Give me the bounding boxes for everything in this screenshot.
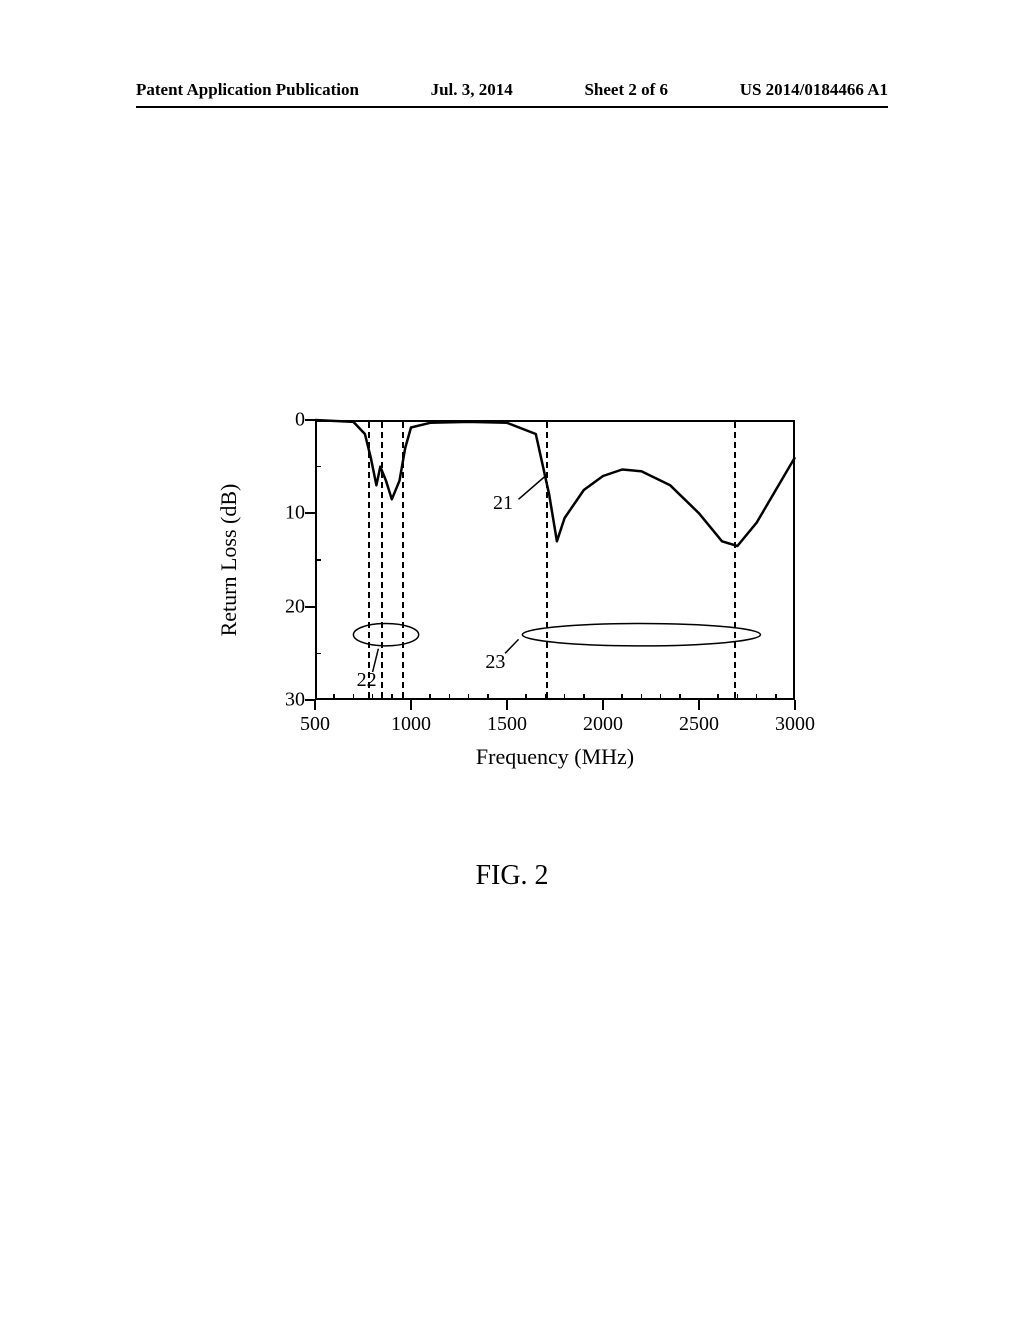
x-tick-minor	[449, 694, 451, 700]
y-tick	[305, 512, 315, 514]
x-axis-label: Frequency (MHz)	[476, 744, 634, 770]
x-tick-label: 1000	[381, 713, 441, 736]
header-date: Jul. 3, 2014	[431, 80, 513, 100]
x-tick	[794, 700, 796, 710]
annotation-band_high: 23	[485, 651, 505, 674]
annotation-band_low: 22	[357, 669, 377, 692]
x-tick	[602, 700, 604, 710]
x-tick-label: 3000	[765, 713, 825, 736]
annotation-curve_label: 21	[493, 492, 513, 515]
x-tick	[314, 700, 316, 710]
x-tick-label: 500	[285, 713, 345, 736]
header-sheet: Sheet 2 of 6	[584, 80, 668, 100]
x-tick-minor	[525, 694, 527, 700]
y-tick	[305, 606, 315, 608]
y-tick-minor	[315, 466, 321, 468]
return-loss-curve	[315, 420, 795, 546]
x-tick-minor	[660, 694, 662, 700]
plot-area: Return Loss (dB) Frequency (MHz) 0102030…	[315, 420, 795, 700]
y-axis-label: Return Loss (dB)	[216, 484, 242, 637]
x-tick-minor	[583, 694, 585, 700]
x-tick-minor	[487, 694, 489, 700]
leader-line	[505, 639, 518, 653]
band-vline	[734, 422, 736, 698]
y-tick-minor	[315, 653, 321, 655]
figure-caption: FIG. 2	[0, 860, 1024, 892]
band-vline	[546, 422, 548, 698]
band-ellipse	[522, 623, 760, 645]
x-tick-minor	[717, 694, 719, 700]
header-right: US 2014/0184466 A1	[740, 80, 888, 100]
page-header: Patent Application Publication Jul. 3, 2…	[0, 80, 1024, 100]
x-tick-minor	[679, 694, 681, 700]
x-tick-minor	[429, 694, 431, 700]
leader-line	[519, 476, 546, 499]
x-tick-minor	[756, 694, 758, 700]
x-tick-minor	[564, 694, 566, 700]
return-loss-chart: Return Loss (dB) Frequency (MHz) 0102030…	[225, 420, 805, 770]
x-tick-minor	[391, 694, 393, 700]
band-vline	[368, 422, 370, 698]
x-tick-minor	[372, 694, 374, 700]
band-ellipse	[353, 623, 418, 645]
x-tick-minor	[641, 694, 643, 700]
x-tick-minor	[775, 694, 777, 700]
header-left: Patent Application Publication	[136, 80, 359, 100]
chart-svg	[315, 420, 795, 700]
y-tick	[305, 419, 315, 421]
header-rule	[136, 106, 888, 108]
y-tick-label: 10	[265, 502, 305, 525]
x-tick-minor	[333, 694, 335, 700]
x-tick	[506, 700, 508, 710]
x-tick-label: 2500	[669, 713, 729, 736]
y-tick-label: 30	[265, 689, 305, 712]
x-tick	[698, 700, 700, 710]
y-tick-label: 0	[265, 409, 305, 432]
x-tick-minor	[353, 694, 355, 700]
x-tick	[410, 700, 412, 710]
x-tick-minor	[468, 694, 470, 700]
band-vline	[381, 422, 383, 698]
band-vline	[402, 422, 404, 698]
x-tick-minor	[621, 694, 623, 700]
x-tick-label: 1500	[477, 713, 537, 736]
x-tick-label: 2000	[573, 713, 633, 736]
y-tick-label: 20	[265, 595, 305, 618]
x-tick-minor	[737, 694, 739, 700]
y-tick-minor	[315, 559, 321, 561]
